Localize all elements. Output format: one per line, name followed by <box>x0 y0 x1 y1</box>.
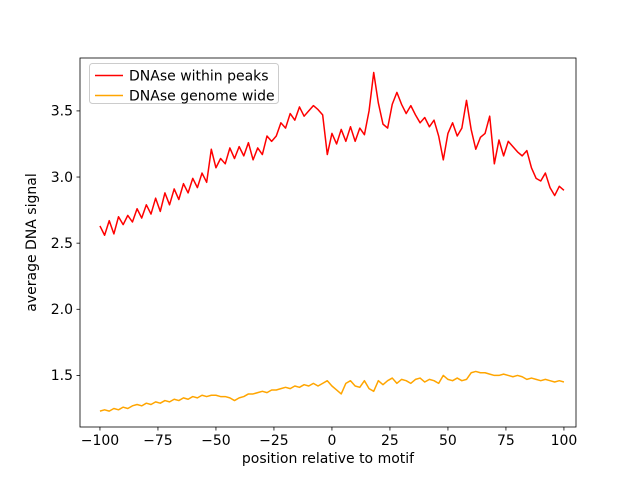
plot-border <box>79 57 577 428</box>
x-tick-label: 75 <box>497 433 515 449</box>
x-tick-label: −25 <box>259 433 289 449</box>
x-tick-label: 100 <box>551 433 578 449</box>
legend-box <box>89 63 279 104</box>
legend-label-dnase-genome-wide: DNAse genome wide <box>129 89 275 105</box>
series-lines <box>99 71 565 412</box>
legend-label-dnase-within-peaks: DNAse within peaks <box>129 69 269 85</box>
legend: DNAse within peaks DNAse genome wide <box>89 63 279 105</box>
y-axis-label: average DNA signal <box>24 173 40 311</box>
series-line-dnase-genome-wide <box>99 370 565 412</box>
axis-ticks: −100 −75 −50 −25 0 25 50 75 100 1.5 2.0 2.5 3.0 3.5 <box>51 104 578 449</box>
series-line-dnase-within-peaks <box>99 71 565 236</box>
x-tick-label: −100 <box>81 433 119 449</box>
x-tick-label: 50 <box>439 433 457 449</box>
y-tick-label: 2.0 <box>51 302 73 318</box>
y-tick-label: 3.0 <box>51 170 73 186</box>
y-tick-label: 1.5 <box>51 368 73 384</box>
x-tick-label: −50 <box>201 433 231 449</box>
x-tick-label: 0 <box>327 433 336 449</box>
x-tick-label: −75 <box>143 433 173 449</box>
y-tick-label: 2.5 <box>51 236 73 252</box>
x-axis-label: position relative to motif <box>242 451 415 467</box>
y-tick-label: 3.5 <box>51 104 73 120</box>
x-tick-label: 25 <box>381 433 399 449</box>
